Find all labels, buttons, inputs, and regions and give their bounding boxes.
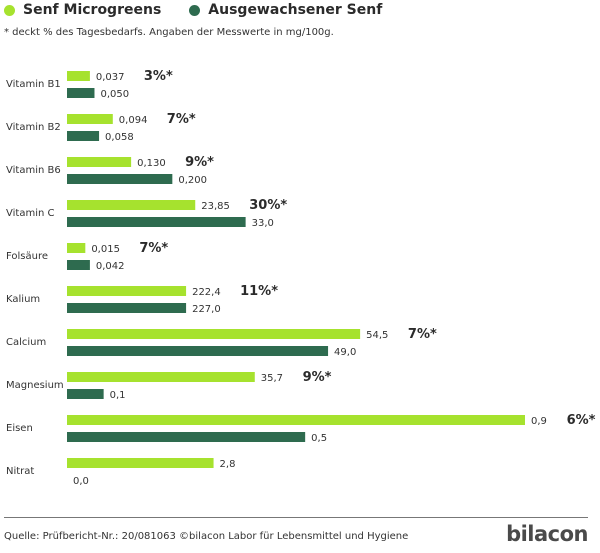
bar-grown (67, 303, 187, 313)
category-label: Vitamin C (6, 208, 54, 219)
value-label-grown: 0,042 (96, 261, 125, 272)
legend-dot-microgreens (4, 4, 15, 16)
legend-item-grown: Ausgewachsener Senf (189, 2, 382, 18)
bar-microgreens (67, 243, 86, 253)
chart-note: * deckt % des Tagesbedarfs. Angaben der … (4, 27, 334, 38)
category-label: Vitamin B6 (6, 165, 61, 176)
value-label-grown: 0,1 (110, 390, 126, 401)
value-label-microgreens: 54,5 (366, 330, 388, 341)
daily-value-label: 7%* (139, 241, 168, 256)
bar-grown (67, 131, 100, 141)
bar-microgreens (67, 286, 187, 296)
daily-value-label: 9%* (185, 155, 214, 170)
value-label-grown: 227,0 (192, 304, 221, 315)
value-label-grown: 0,5 (311, 433, 327, 444)
bar-microgreens (67, 200, 196, 210)
value-label-microgreens: 222,4 (192, 287, 221, 298)
daily-value-label: 3%* (144, 69, 173, 84)
value-label-grown: 33,0 (252, 218, 274, 229)
bar-grown (67, 88, 95, 98)
value-label-grown: 0,200 (178, 175, 207, 186)
footer-divider (4, 517, 588, 518)
category-label: Calcium (6, 337, 46, 348)
value-label-microgreens: 23,85 (201, 201, 230, 212)
category-label: Kalium (6, 294, 40, 305)
bar-microgreens (67, 157, 132, 167)
bar-grown (67, 217, 246, 227)
bar-microgreens (67, 71, 90, 81)
category-label: Eisen (6, 423, 33, 434)
bar-microgreens (67, 415, 525, 425)
category-label: Vitamin B1 (6, 79, 61, 90)
bar-grown (67, 389, 104, 399)
daily-value-label: 6%* (567, 413, 596, 428)
brand-logo: bilacon (506, 522, 588, 546)
value-label-grown: 0,058 (105, 132, 134, 143)
category-label: Folsäure (6, 251, 48, 262)
legend: Senf Microgreens Ausgewachsener Senf (4, 0, 410, 20)
bar-grown (67, 260, 90, 270)
daily-value-label: 7%* (167, 112, 196, 127)
daily-value-label: 30%* (249, 198, 287, 213)
legend-dot-grown (189, 4, 201, 16)
value-label-microgreens: 0,9 (531, 416, 547, 427)
bar-grown (67, 432, 306, 442)
daily-value-label: 7%* (408, 327, 437, 342)
bar-microgreens (67, 114, 113, 124)
value-label-microgreens: 0,015 (91, 244, 120, 255)
bar-grown (67, 346, 329, 356)
legend-label-grown: Ausgewachsener Senf (208, 2, 383, 18)
category-label: Magnesium (6, 380, 64, 391)
bar-microgreens (67, 372, 255, 382)
value-label-grown: 0,050 (100, 89, 129, 100)
legend-item-microgreens: Senf Microgreens (4, 2, 161, 18)
category-label: Nitrat (6, 466, 34, 477)
value-label-microgreens: 0,037 (96, 72, 125, 83)
value-label-microgreens: 0,094 (119, 115, 148, 126)
value-label-grown: 49,0 (334, 347, 356, 358)
value-label-microgreens: 35,7 (261, 373, 283, 384)
bar-microgreens (67, 458, 214, 468)
bar-microgreens (67, 329, 361, 339)
daily-value-label: 11%* (240, 284, 278, 299)
category-label: Vitamin B2 (6, 122, 61, 133)
value-label-microgreens: 2,8 (220, 459, 236, 470)
source-text: Quelle: Prüfbericht-Nr.: 20/081063 ©bila… (4, 531, 409, 542)
value-label-microgreens: 0,130 (137, 158, 166, 169)
legend-label-microgreens: Senf Microgreens (23, 2, 162, 18)
value-label-grown: 0,0 (73, 476, 89, 487)
daily-value-label: 9%* (303, 370, 332, 385)
bar-grown (67, 174, 173, 184)
